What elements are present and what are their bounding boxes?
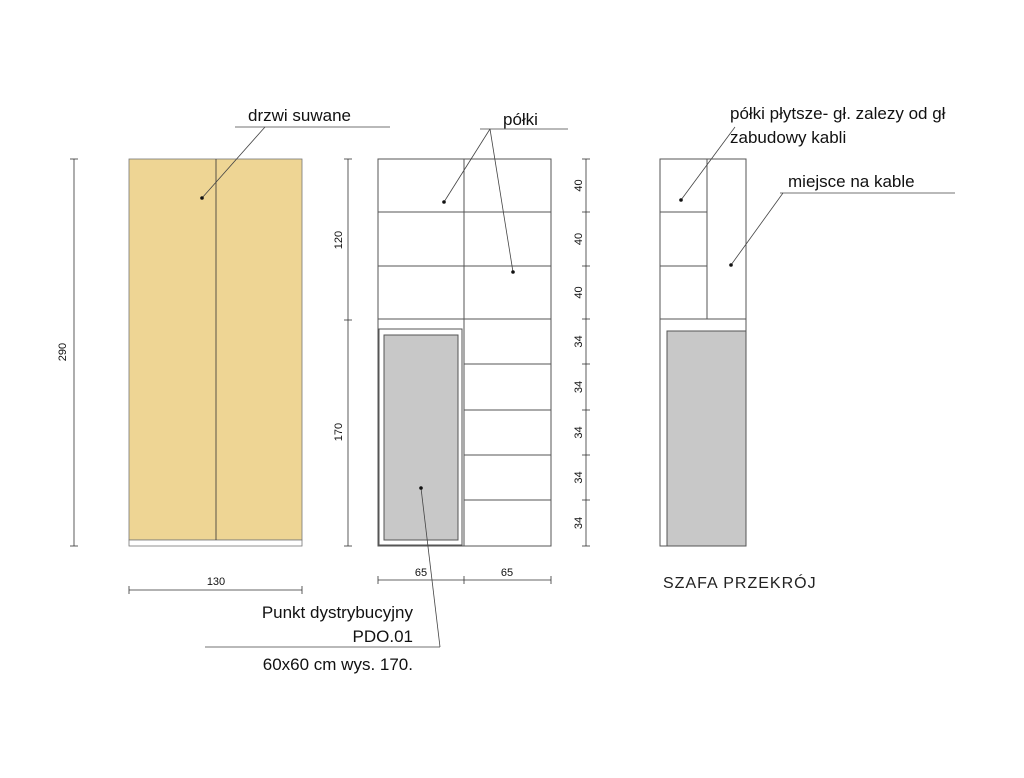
dimension-label: 40 [573, 179, 585, 191]
leader-dot [511, 270, 515, 274]
leader-dot [200, 196, 204, 200]
plinth [128, 539, 303, 547]
sliding-door-panel [128, 158, 303, 541]
annotation: PDO.01 [353, 627, 413, 646]
shelf-dimensions: 40 40 40 34 34 34 34 34 [573, 158, 590, 547]
annotation: zabudowy kabli [730, 128, 846, 147]
leader-dot [729, 263, 733, 267]
pdo-box [383, 334, 459, 541]
leader-line [730, 192, 784, 266]
dimension-label: 40 [573, 286, 585, 298]
leader-line [680, 126, 736, 201]
dimension-label: 34 [573, 517, 585, 529]
leader-line [489, 128, 514, 273]
leader-dot [679, 198, 683, 202]
dimension-label: 34 [573, 471, 585, 483]
leader-dot [442, 200, 446, 204]
annotation: 60x60 cm wys. 170. [263, 655, 413, 674]
annotation: półki płytsze- gł. zalezy od gł [730, 104, 946, 123]
dimension-label: 65 [415, 567, 427, 579]
dimension-label: 40 [573, 233, 585, 245]
dimension-label: 170 [333, 423, 345, 441]
leader-dot [419, 486, 423, 490]
pdo-box [666, 330, 747, 547]
dimension-label: 65 [501, 567, 513, 579]
annotation: półki [503, 110, 538, 129]
dimension-label: 34 [573, 381, 585, 393]
dimension-label: 290 [57, 343, 69, 361]
dimension-label: 120 [333, 231, 345, 249]
leader-line [443, 128, 491, 203]
dimension-label: 34 [573, 335, 585, 347]
dimension-label: 34 [573, 426, 585, 438]
dimension-label: 130 [207, 576, 225, 588]
leader-line [420, 487, 441, 648]
drawing-title: SZAFA PRZEKRÓJ [663, 573, 817, 592]
annotation: Punkt dystrybucyjny [262, 603, 414, 622]
leader-line [201, 126, 266, 199]
annotation: drzwi suwane [248, 106, 351, 125]
annotation: miejsce na kable [788, 172, 915, 191]
